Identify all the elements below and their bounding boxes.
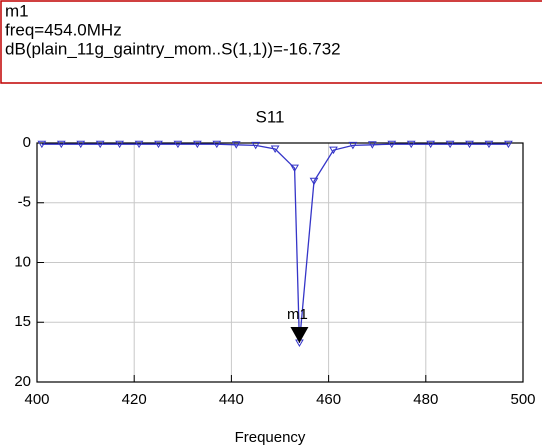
line [41, 143, 509, 344]
point-marker [95, 140, 105, 149]
marker-arrow [290, 326, 309, 343]
readout-line: m1 [5, 1, 29, 20]
point-marker [445, 140, 455, 149]
x-tick-label: 440 [219, 391, 244, 408]
readout-border [0, 0, 542, 84]
point-marker [329, 146, 338, 155]
point-marker [348, 141, 358, 150]
marker-label: m1 [287, 306, 308, 323]
point-marker [465, 140, 474, 149]
point-marker [154, 140, 163, 149]
x-tick-label: 480 [413, 391, 438, 408]
point-marker [251, 141, 261, 150]
point-marker [134, 140, 144, 149]
point-marker [426, 140, 436, 149]
point-marker [290, 164, 299, 173]
readout-box: m1 freq=454.0MHz dB(plain_11g_gaintry_mo… [0, 0, 542, 84]
point-marker [484, 140, 494, 149]
point-marker [367, 141, 377, 149]
point-marker [406, 140, 416, 149]
point-marker [37, 140, 47, 149]
chart-title: S11 [256, 107, 285, 126]
point-marker [504, 140, 513, 149]
x-tick-label: 500 [510, 391, 535, 408]
y-tick-label: 20 [14, 373, 31, 390]
x-tick-label: 420 [122, 391, 147, 408]
y-tick-label: -5 [18, 194, 31, 211]
x-axis-label: Frequency [235, 429, 306, 446]
point-marker [193, 140, 202, 149]
point-marker [387, 140, 397, 149]
x-tick-label: 400 [24, 391, 49, 408]
point-marker [76, 140, 86, 149]
point-marker [270, 145, 280, 153]
plot-frame [36, 142, 524, 383]
point-marker [212, 140, 222, 149]
point-marker [56, 140, 66, 149]
readout-line: freq=454.0MHz [5, 20, 122, 39]
y-tick-label: 10 [14, 253, 31, 270]
point-marker [115, 140, 124, 149]
y-tick-label: 0 [23, 134, 31, 151]
readout-line: dB(plain_11g_gaintry_mom..S(1,1))=-16.73… [5, 39, 341, 58]
point-marker [309, 177, 319, 186]
point-marker [231, 141, 241, 149]
x-tick-label: 460 [316, 391, 341, 408]
y-tick-label: 15 [14, 313, 31, 330]
point-marker [173, 140, 183, 149]
